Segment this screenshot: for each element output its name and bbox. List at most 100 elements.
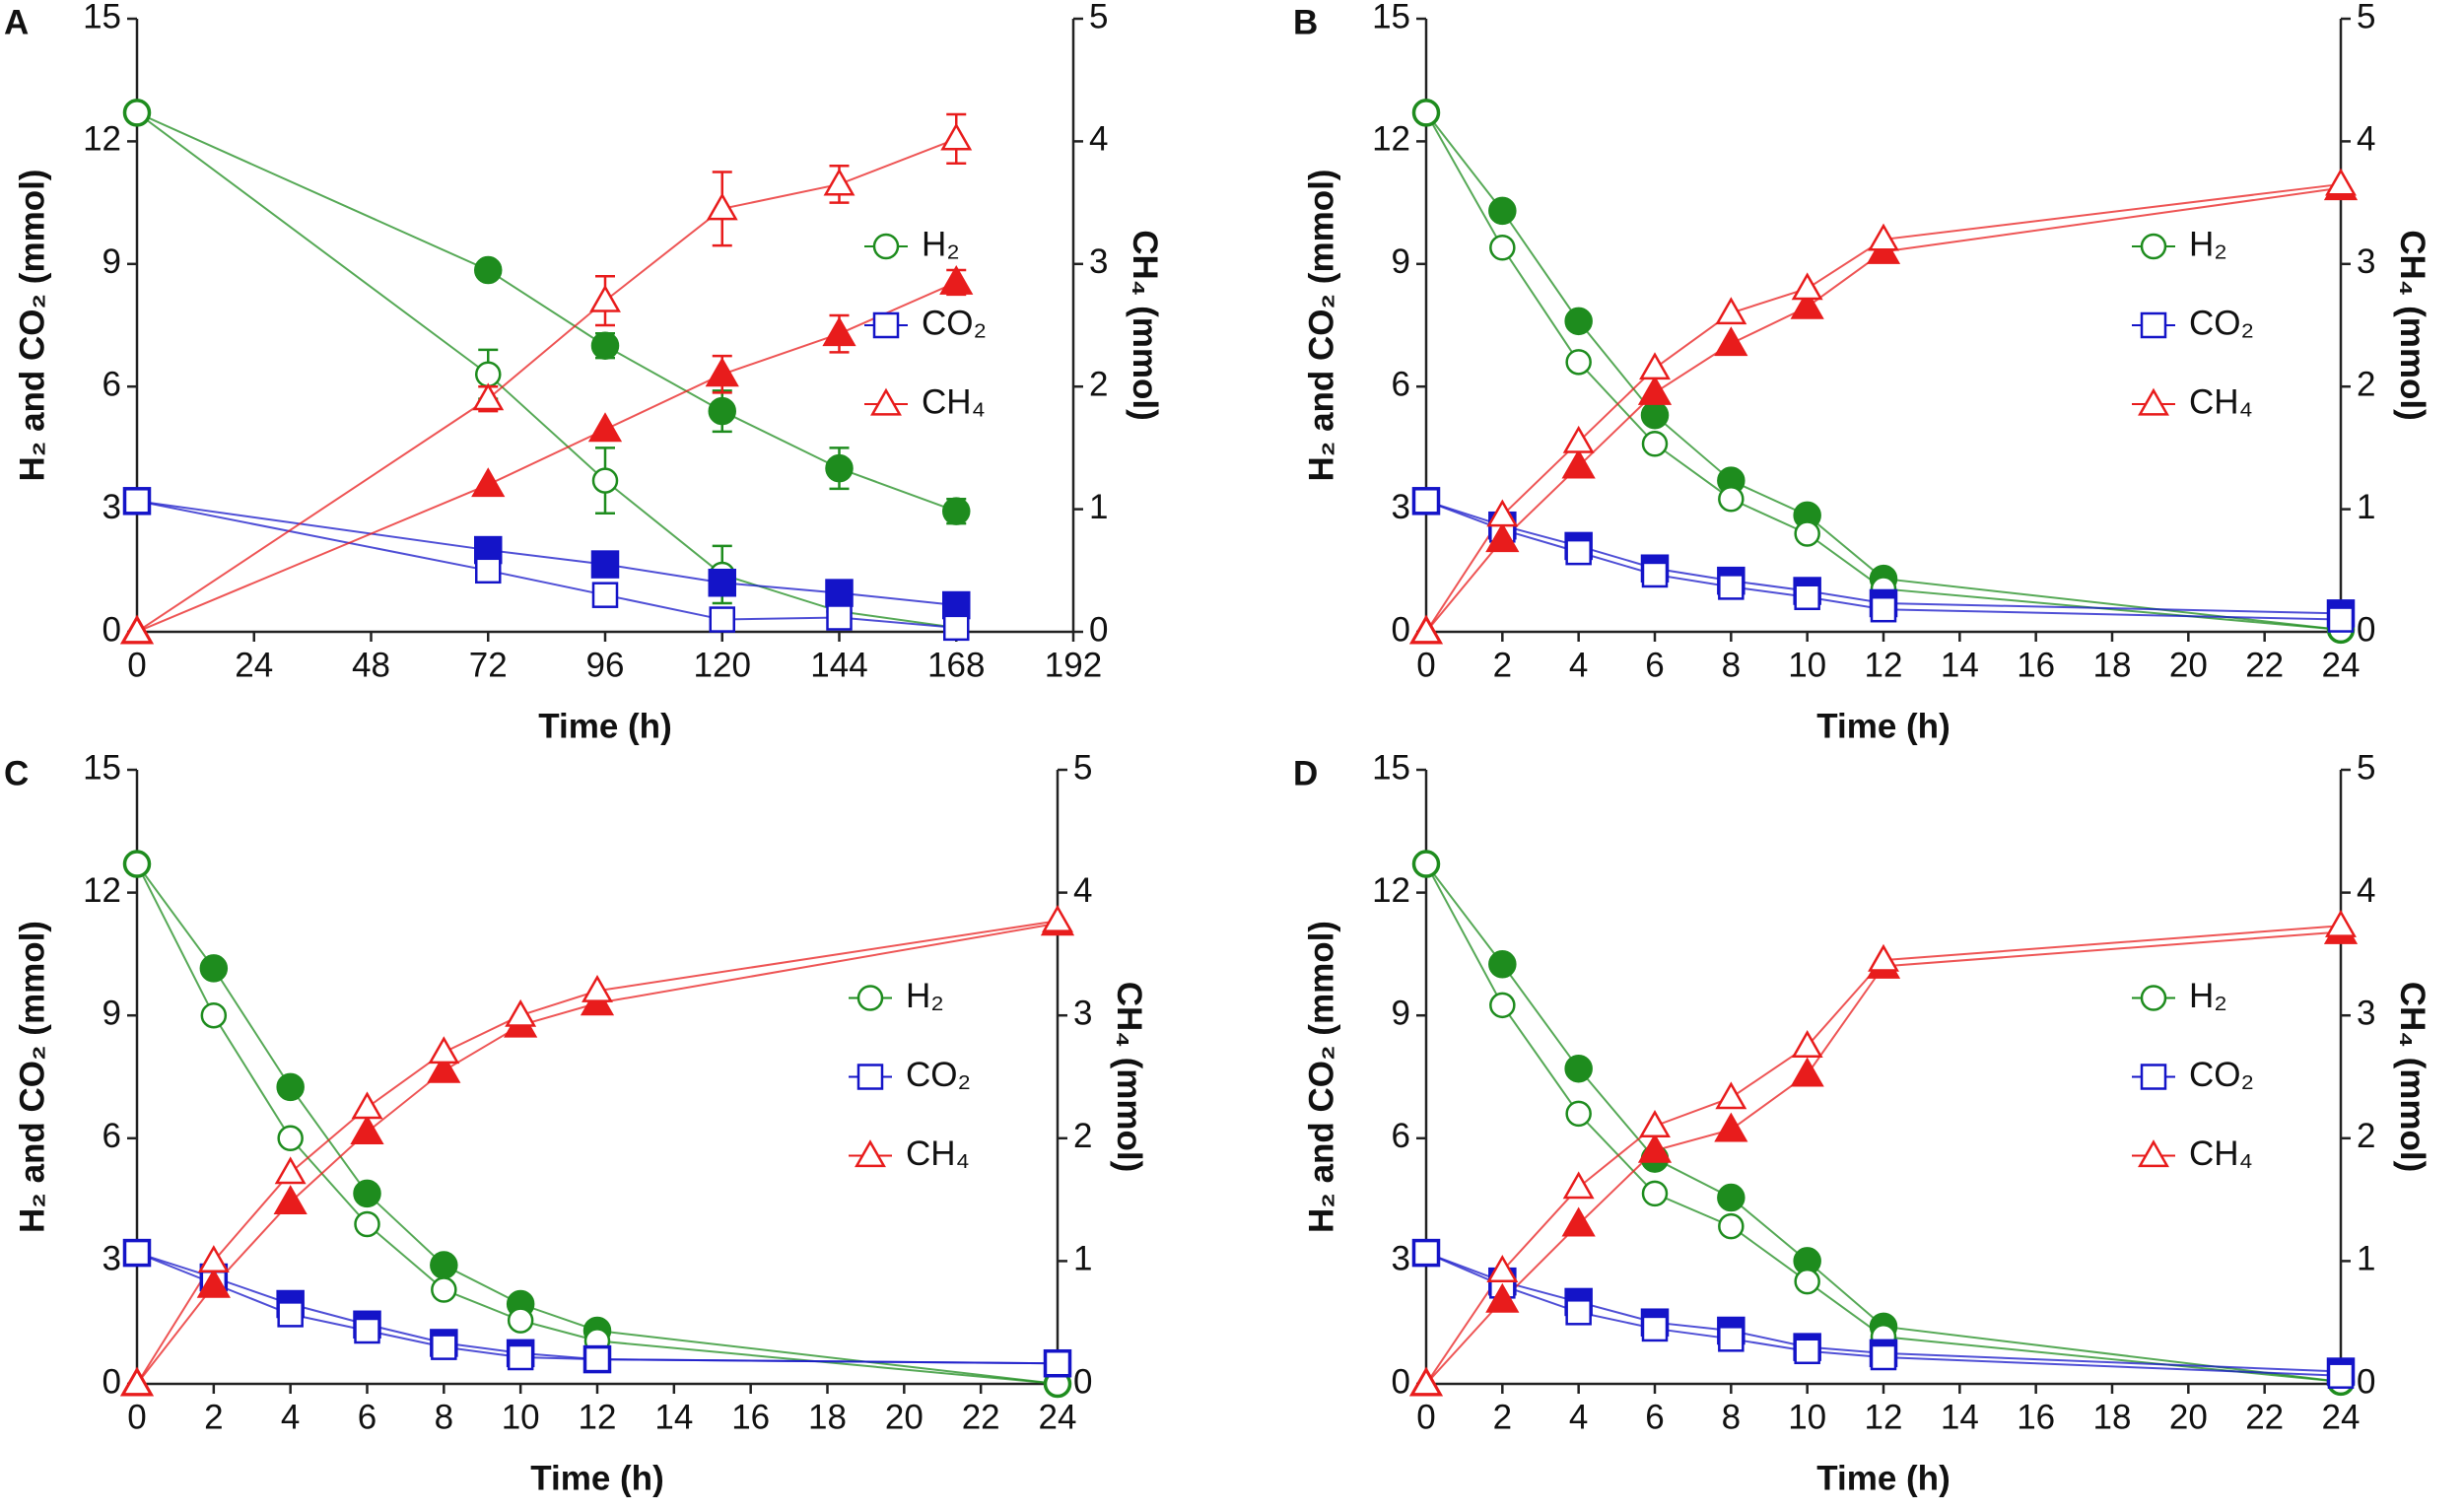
data-point [583,1345,611,1373]
data-point [1486,499,1519,527]
data-point [1641,561,1669,588]
y2-tick-label: 1 [1089,488,1108,526]
legend-label: CH₄ [906,1134,970,1173]
data-point [123,1239,151,1267]
data-point [939,264,974,295]
legend-marker [2140,985,2167,1011]
y2-axis-title: CH₄ (mmol) [2393,982,2431,1173]
data-point [428,1036,460,1065]
data-point [825,579,854,607]
data-point [826,604,853,631]
y2-tick-label: 5 [1073,748,1092,787]
x-tick-label: 16 [731,1398,770,1436]
legend-marker [872,311,900,339]
data-point [1794,520,1820,547]
data-point [200,1001,228,1029]
x-tick-label: 14 [1941,646,1979,684]
series-line [136,137,957,633]
data-point [2327,606,2355,633]
y-tick-label: 15 [1372,0,1410,35]
y-tick-label: 9 [103,994,121,1032]
x-tick-label: 2 [1493,646,1512,684]
data-point [1714,1112,1748,1142]
x-axis-title: Time (h) [538,707,671,745]
data-point [590,550,620,579]
data-point [1412,1239,1440,1267]
data-point [273,1185,308,1215]
y-tick-label: 6 [1392,365,1410,403]
y-tick-label: 3 [103,488,121,526]
legend-label: CH₄ [2189,1134,2253,1173]
y-tick-label: 12 [83,871,121,910]
data-point [1561,1206,1596,1237]
data-point [1641,431,1669,457]
x-tick-label: 0 [127,1398,146,1436]
y2-tick-label: 5 [2357,748,2375,787]
x-tick-label: 14 [1941,1398,1979,1436]
data-point [123,488,151,515]
x-tick-label: 16 [2017,646,2055,684]
data-point [1410,1367,1442,1396]
x-tick-label: 120 [694,646,751,684]
data-point [1565,1299,1592,1326]
data-point [430,1251,458,1279]
x-axis-title: Time (h) [1816,1459,1950,1497]
y-tick-label: 15 [1372,748,1410,787]
y2-tick-label: 0 [1089,610,1108,649]
legend-label: CH₄ [2189,382,2253,421]
x-tick-label: 22 [2245,646,2284,684]
y-tick-label: 15 [83,748,121,787]
data-point [1412,100,1440,126]
data-point [1564,307,1593,336]
data-point [277,1125,304,1152]
data-point [1565,1100,1592,1128]
legend-marker [2140,1064,2167,1090]
panel-label: C [4,754,29,792]
x-tick-label: 144 [810,646,867,684]
y-tick-label: 0 [103,1362,121,1401]
data-point [1412,488,1440,515]
data-point [1565,538,1592,566]
legend-marker [856,1064,884,1090]
legend-label: CH₄ [922,382,986,421]
data-point [942,590,971,620]
x-tick-label: 20 [2169,1398,2208,1436]
data-point [350,1115,384,1145]
data-point [274,1156,307,1185]
data-point [1564,1054,1593,1083]
data-point [1410,615,1442,644]
data-point [197,1245,230,1272]
series-line [1425,111,2342,631]
y2-tick-label: 3 [2357,994,2375,1032]
x-tick-label: 6 [1645,1398,1664,1436]
data-point [1641,1315,1669,1342]
data-point [589,284,621,312]
legend-label: H₂ [2189,977,2227,1015]
x-tick-label: 2 [204,1398,223,1436]
data-point [427,1053,461,1083]
data-point [1488,196,1517,226]
x-tick-label: 168 [927,646,985,684]
data-point [471,467,506,498]
y-tick-label: 9 [103,242,121,281]
data-point [431,1334,457,1360]
data-point [705,357,739,387]
data-point [1717,1183,1745,1212]
y-axis-title: H₂ and CO₂ (mmol) [1302,170,1340,482]
data-point [1489,234,1516,261]
x-tick-label: 20 [2169,646,2208,684]
data-point [351,1091,383,1120]
series-line [136,500,957,629]
y2-tick-label: 4 [2357,871,2375,910]
y2-tick-label: 0 [2357,610,2375,649]
data-point [277,1301,304,1328]
data-point [507,1307,534,1334]
x-tick-label: 48 [352,646,390,684]
series-line [136,111,957,513]
data-point [2325,168,2357,196]
data-point [1639,352,1671,380]
data-point [475,361,502,388]
x-axis-title: Time (h) [1816,707,1950,745]
y-tick-label: 0 [1392,610,1410,649]
